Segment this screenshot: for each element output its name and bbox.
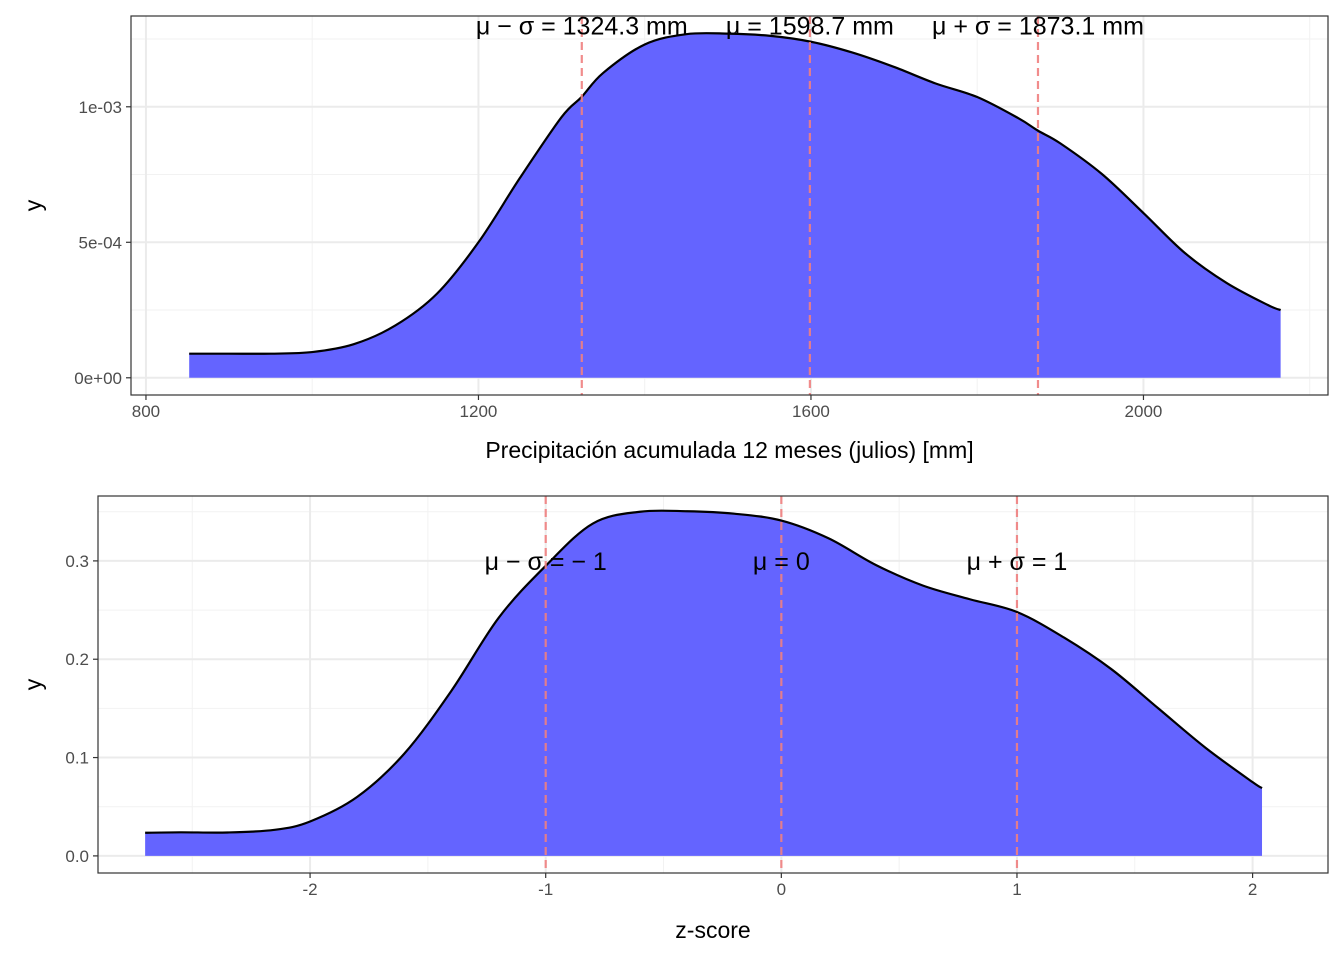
y-axis-title: y	[20, 199, 46, 211]
y-axis-title: y	[20, 678, 46, 690]
x-axis-title: z-score	[675, 917, 750, 943]
x-tick-label: 2	[1248, 880, 1257, 899]
annotation-label: μ − σ = 1324.3 mm	[476, 12, 688, 40]
y-tick-label: 0.0	[65, 847, 89, 866]
y-tick-label: 1e-03	[79, 98, 122, 117]
x-tick-label: -2	[303, 880, 318, 899]
y-tick-label: 5e-04	[79, 233, 122, 252]
annotation-label: μ − σ = − 1	[485, 548, 607, 576]
x-tick-label: 2000	[1125, 402, 1163, 421]
x-tick-label: 0	[777, 880, 786, 899]
x-tick-label: 800	[132, 402, 160, 421]
x-tick-label: 1200	[460, 402, 498, 421]
chart-panel-1: μ − σ = 1324.3 mm μ = 1598.7 mm μ + σ = 18…	[20, 12, 1329, 463]
x-tick-label: 1	[1012, 880, 1021, 899]
density-line	[189, 32, 1282, 355]
chart-panel-2: μ − σ = − 1 μ = 0 μ + σ = 1 -2 -1 0 1 2 0.0 0.1 0.…	[20, 495, 1329, 943]
density-area	[189, 33, 1281, 378]
density-line	[145, 509, 1263, 834]
annotation-label: μ + σ = 1873.1 mm	[932, 12, 1144, 40]
density-area	[145, 510, 1263, 856]
y-tick-label: 0.2	[65, 650, 89, 669]
x-tick-label: 1600	[792, 402, 830, 421]
y-tick-label: 0e+00	[74, 369, 122, 388]
y-tick-label: 0.1	[65, 749, 89, 768]
x-axis-title: Precipitación acumulada 12 meses (julios…	[485, 437, 973, 463]
plot-border	[130, 15, 1329, 396]
annotation-label: μ = 0	[753, 548, 810, 576]
y-tick-label: 0.3	[65, 552, 89, 571]
plot-border	[97, 495, 1329, 874]
x-tick-label: -1	[538, 880, 553, 899]
annotation-label: μ + σ = 1	[967, 548, 1068, 576]
annotation-label: μ = 1598.7 mm	[726, 12, 894, 40]
